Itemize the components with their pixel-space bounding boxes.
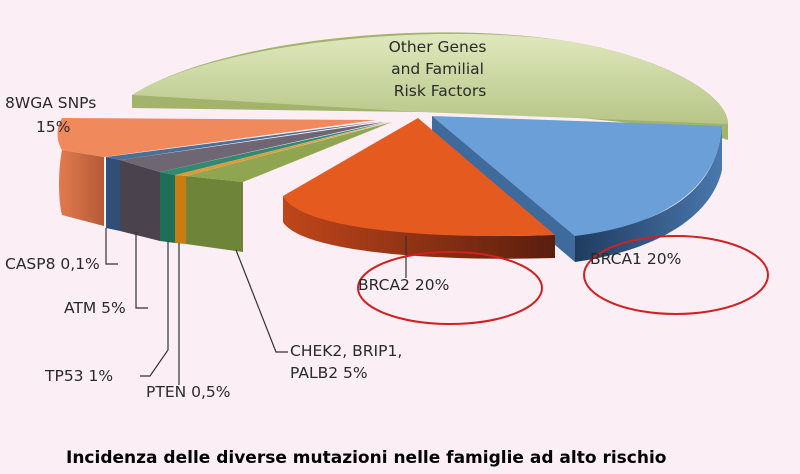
slice-chek2 (186, 122, 392, 182)
label-atm: ATM 5% (64, 299, 126, 317)
slice-casp8 (106, 121, 382, 160)
highlight-circle-brca2 (357, 251, 543, 325)
label-brca1: BRCA1 20% (590, 250, 681, 268)
label-tp53: TP53 1% (44, 367, 113, 385)
label-snps: 8WGA SNPs 15% (5, 94, 101, 136)
label-pten: PTEN 0,5% (146, 383, 231, 401)
slice-other-genes (132, 33, 728, 125)
chart-title: Incidenza delle diverse mutazioni nelle … (66, 448, 667, 468)
slice-brca2-side (283, 196, 555, 259)
slice-atm-side (120, 160, 160, 241)
slice-pten (175, 122, 390, 176)
slice-tp53 (160, 122, 388, 175)
slice-brca1-side (575, 128, 722, 262)
slice-chek2-side (186, 176, 243, 252)
label-brca2: BRCA2 20% (358, 276, 449, 294)
slice-snps-side (59, 118, 104, 226)
slice-snps (57, 118, 376, 157)
highlight-circle-brca1 (583, 235, 769, 315)
label-casp8: CASP8 0,1% (5, 255, 100, 273)
slice-atm (120, 122, 384, 172)
slice-tp53-side (160, 172, 175, 243)
slice-casp8-side (106, 157, 120, 231)
label-other-genes: Other Genes and Familial Risk Factors (389, 38, 492, 100)
slice-brca2 (283, 118, 555, 237)
slice-brca1 (432, 116, 722, 236)
leader-lines (105, 228, 639, 385)
slice-pten-side (175, 175, 186, 244)
label-chek2: CHEK2, BRIP1, PALB2 5% (290, 342, 407, 382)
